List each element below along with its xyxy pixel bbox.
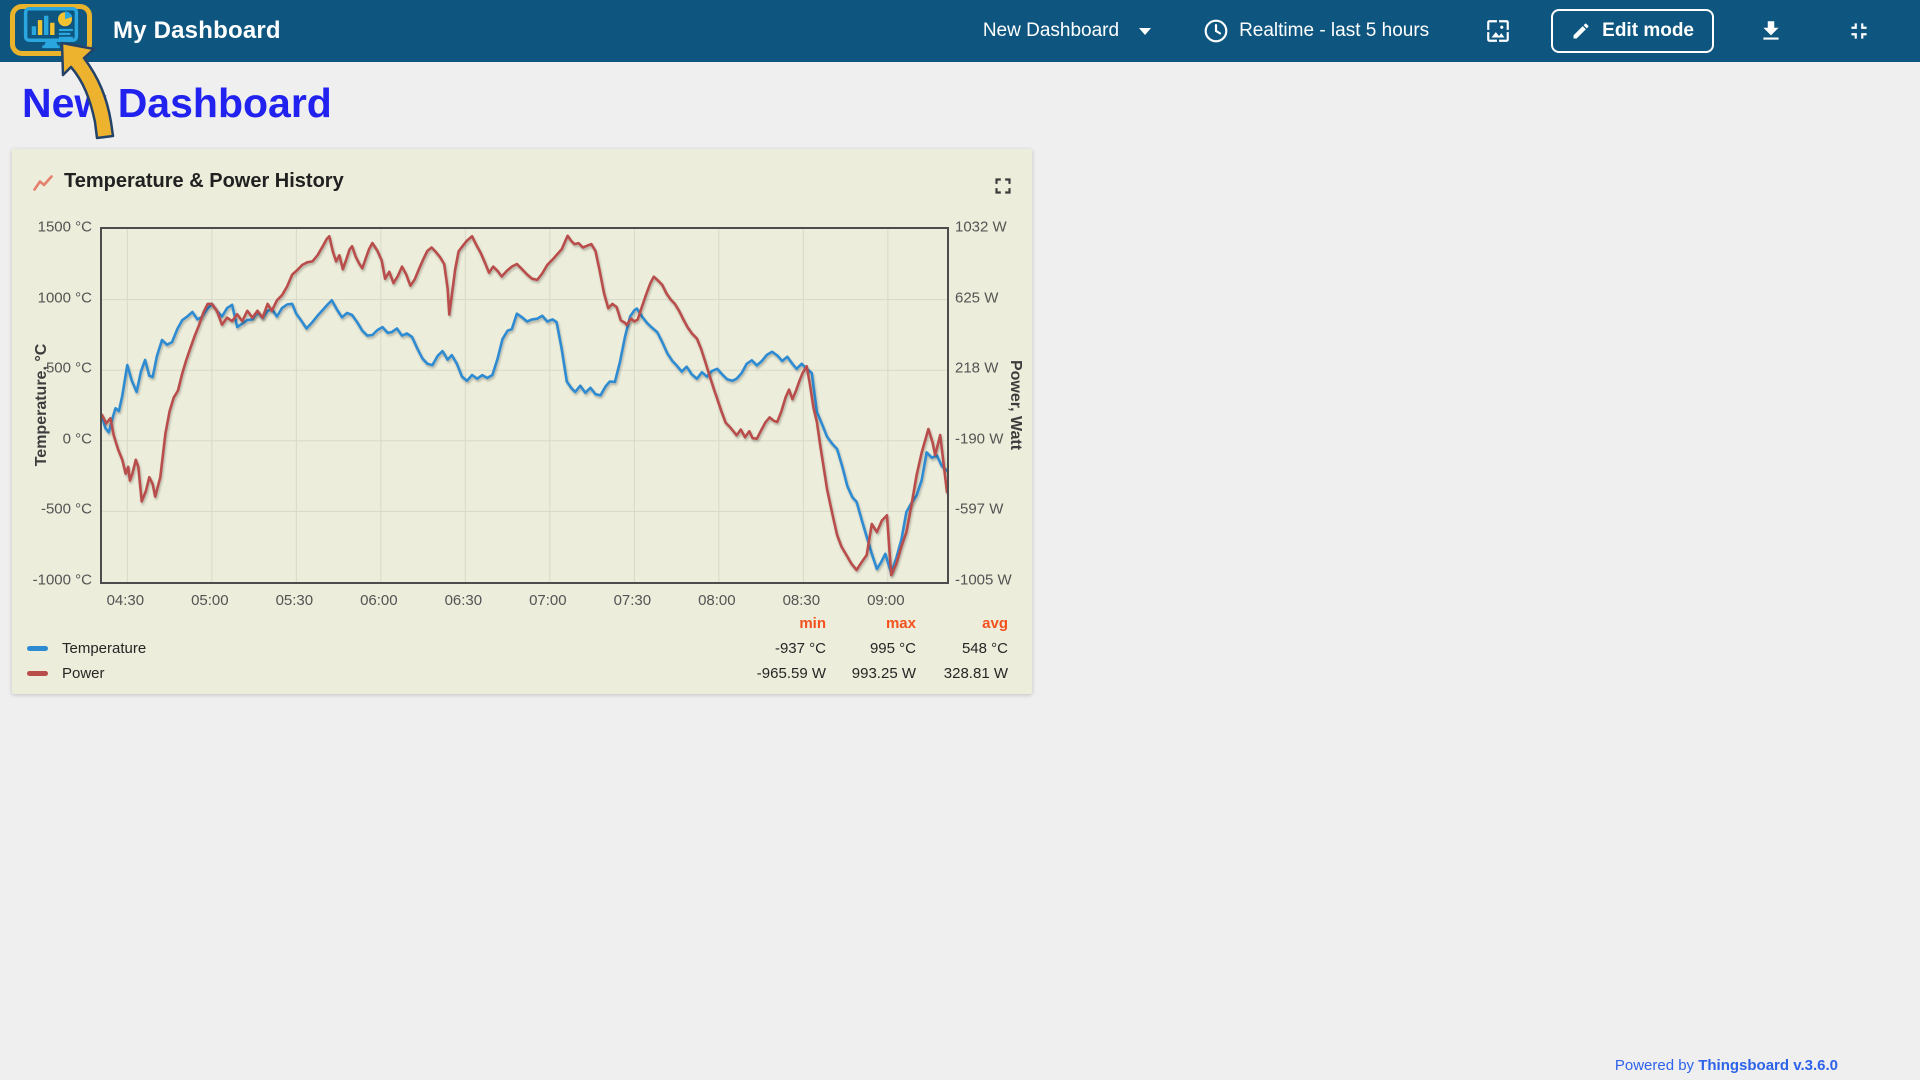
y-axis-tick-label-right: -1005 W [955,571,1012,589]
powered-by-text: Powered by [1614,1057,1695,1074]
home-logo-button[interactable] [10,4,92,56]
x-axis-tick-label: 07:00 [529,592,567,609]
legend-row-power[interactable]: Power [27,665,736,682]
legend-header-avg: avg [982,615,1008,632]
x-axis-tick-label: 08:30 [782,592,821,609]
y-axis-tick-label-left: -1000 °C [32,571,92,589]
x-axis-tick-label: 05:00 [191,592,229,609]
clock-icon [1204,19,1228,43]
power-swatch [27,671,48,676]
app-header: My Dashboard New Dashboard Realtime - la… [0,0,1920,62]
y-axis-tick-label-left: -500 °C [40,500,92,518]
y-axis-tick-label-left: 1000 °C [37,289,92,307]
power-max-value: 993.25 W [851,665,916,682]
x-axis-tick-label: 07:30 [613,592,652,609]
exit-fullscreen-button[interactable] [1840,17,1878,45]
y-axis-tick-label-left: 0 °C [62,430,92,448]
x-axis-tick-label: 06:30 [444,592,483,609]
x-axis-tick-label: 05:30 [275,592,314,609]
temperature-min-value: -937 °C [774,640,826,657]
edit-mode-label: Edit mode [1602,20,1694,41]
dashboard-select-label: New Dashboard [982,20,1120,41]
edit-mode-button[interactable]: Edit mode [1551,9,1714,53]
download-icon [1763,21,1779,40]
chevron-down-icon [1139,27,1152,35]
widget-fullscreen-button[interactable] [990,173,1016,199]
fullscreen-exit-icon [1851,23,1867,39]
dashboard-image-button[interactable] [1479,17,1517,45]
chart-legend: min max avg Temperature -937 °C 995 °C 548 °C P… [27,611,1008,686]
timeseries-widget: Temperature & Power History Temperature,… [12,149,1032,694]
x-axis-tick-label: 09:00 [867,592,905,609]
y-axis-tick-label-right: 1032 W [955,218,1007,236]
download-button[interactable] [1752,17,1790,45]
temperature-avg-value: 548 °C [961,640,1008,657]
new-dashboard-annotation: New Dashboard [22,80,332,126]
y-axis-tick-label-right: 625 W [955,289,999,307]
x-axis-tick-label: 08:00 [698,592,736,609]
pencil-icon [1573,23,1589,39]
dashboard-select-dropdown[interactable]: New Dashboard [977,19,1157,43]
power-series-line [100,234,949,577]
widget-title: Temperature & Power History [64,170,344,192]
wallpaper-icon [1487,20,1509,42]
page-title: My Dashboard [113,17,281,44]
x-axis-tick-label: 06:00 [360,592,398,609]
dashboard-logo-icon [22,6,80,54]
y-axis-tick-label-left: 1500 °C [37,218,92,236]
chart-plot-area[interactable] [100,227,949,584]
thingsboard-version-link[interactable]: Thingsboard v.3.6.0 [1698,1057,1838,1074]
timewindow-button[interactable]: Realtime - last 5 hours [1197,17,1435,45]
timewindow-label: Realtime - last 5 hours [1239,20,1430,41]
legend-header-max: max [885,615,916,632]
y-axis-tick-label-right: -597 W [955,500,1004,518]
power-min-value: -965.59 W [756,665,826,682]
x-axis-tick-label: 04:30 [106,592,145,609]
legend-header-min: min [799,615,826,632]
temperature-swatch [27,646,48,651]
power-avg-value: 328.81 W [943,665,1008,682]
legend-series-label: Temperature [62,640,147,657]
header-toolbar: New Dashboard Realtime - last 5 hours [977,0,1878,62]
legend-series-label: Power [62,665,105,682]
legend-row-temperature[interactable]: Temperature [27,640,736,657]
fullscreen-icon [995,178,1011,194]
temperature-max-value: 995 °C [869,640,916,657]
y-axis-tick-label-left: 500 °C [45,359,92,377]
line-chart-icon [33,175,53,197]
y-axis-tick-label-right: 218 W [955,359,999,377]
y-axis-tick-label-right: -190 W [955,430,1004,448]
powered-by-footer: Powered by Thingsboard v.3.6.0 [1615,1057,1838,1074]
